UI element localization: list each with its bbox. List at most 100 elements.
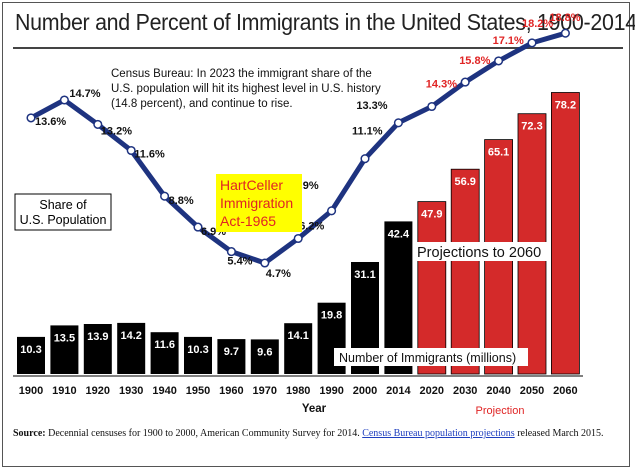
- x-tick-1910: 1910: [52, 385, 76, 397]
- bar-1960: [217, 339, 246, 374]
- bar-value-label-2040: 65.1: [488, 147, 509, 159]
- bar-2020: [417, 201, 447, 375]
- bar-2060: [551, 92, 580, 375]
- x-tick-1980: 1980: [286, 385, 310, 397]
- chart-svg: 10.3 13.5 13.9 14.2 11.6 10.3 9.7 9.6 14.1 19.8 31…: [13, 12, 583, 417]
- share-label-2014: 13.3%: [356, 100, 387, 112]
- bar-value-label-2020: 47.9: [421, 209, 442, 221]
- x-tick-1930: 1930: [119, 385, 143, 397]
- share-label-1900: 13.6%: [35, 116, 66, 128]
- chart-title: Number and Percent of Immigrants in the …: [15, 9, 635, 35]
- x-tick-1970: 1970: [253, 385, 277, 397]
- x-tick-1950: 1950: [186, 385, 210, 397]
- share-label-1920: 13.2%: [101, 125, 132, 137]
- hartceller-line-3: Act-1965: [220, 213, 276, 229]
- projections-label-bg: [414, 242, 548, 261]
- projections-label: Projections to 2060: [417, 245, 541, 261]
- share-label-1940: 8.8%: [169, 195, 194, 207]
- bar-value-label-2000: 31.1: [354, 269, 375, 281]
- bar-labels-group: 10.3 13.5 13.9 14.2 11.6 10.3 9.7 9.6 14.1 19.8 31…: [20, 100, 576, 359]
- share-point-1940: [160, 191, 170, 201]
- bar-value-label-2030: 56.9: [454, 176, 475, 188]
- census-note-line-1: Census Bureau: In 2023 the immigrant sha…: [111, 68, 372, 80]
- share-point-1930: [126, 145, 136, 156]
- share-label-line-1: Share of: [39, 198, 87, 212]
- share-label-box: [14, 193, 112, 231]
- x-tick-1940: 1940: [152, 385, 176, 397]
- share-label-1910: 14.7%: [69, 88, 100, 100]
- source-note: Source: Decennial censuses for 1900 to 2…: [13, 427, 623, 440]
- bar-value-label-1940: 11.6: [154, 339, 175, 351]
- share-line-group: 13.6%14.7%13.2%11.6%8.8%6.9%5.4%4.7%6.2%…: [26, 12, 581, 280]
- share-point-1960: [226, 247, 236, 257]
- share-label-2050: 18.2%: [522, 18, 553, 30]
- x-tick-1990: 1990: [319, 385, 343, 397]
- bar-2030: [450, 168, 480, 375]
- share-label-1960: 5.4%: [227, 256, 252, 268]
- share-label-2020: 14.3%: [426, 79, 457, 91]
- bar-value-label-2050: 72.3: [521, 121, 542, 133]
- share-label-2040: 17.1%: [493, 35, 524, 47]
- projection-label: Projection: [476, 405, 525, 417]
- share-label-line-2: U.S. Population: [20, 213, 107, 227]
- share-label-2030: 15.8%: [459, 55, 490, 67]
- x-tick-2030: 2030: [453, 385, 477, 397]
- share-point-2000: [360, 154, 370, 164]
- x-tick-2050: 2050: [520, 385, 544, 397]
- hartceller-box: [216, 174, 302, 232]
- bar-1920: [83, 324, 112, 374]
- hartceller-line-1: HartCeller: [220, 177, 283, 193]
- share-label-1980: 6.2%: [299, 221, 324, 233]
- bar-1900: [17, 336, 45, 374]
- bar-value-label-2060: 78.2: [555, 100, 576, 112]
- x-axis-label: Year: [302, 403, 327, 415]
- share-point-2014: [393, 118, 403, 128]
- x-tick-2000: 2000: [353, 385, 377, 397]
- share-label-2060: 18.8%: [549, 12, 580, 24]
- share-point-2020: [427, 101, 437, 112]
- bar-1950: [184, 336, 212, 374]
- bar-value-label-1970: 9.6: [257, 346, 272, 358]
- bar-value-label-1980: 14.1: [287, 330, 308, 342]
- share-point-2030: [460, 77, 470, 87]
- bar-value-label-1930: 14.2: [120, 330, 141, 342]
- share-label-1970: 4.7%: [266, 268, 291, 280]
- share-point-1970: [260, 258, 270, 268]
- bar-value-label-1900: 10.3: [20, 344, 41, 356]
- share-point-2050: [527, 38, 537, 48]
- x-tick-2020: 2020: [420, 385, 444, 397]
- share-point-1900: [26, 113, 36, 123]
- hartceller-line-2: Immigration: [220, 195, 293, 211]
- share-point-1920: [93, 119, 103, 129]
- x-tick-2014: 2014: [386, 385, 411, 397]
- bar-value-label-1950: 10.3: [187, 344, 208, 356]
- bar-1940: [150, 332, 179, 374]
- share-label-1930: 11.6%: [134, 149, 165, 161]
- source-suffix: released March 2015.: [517, 428, 604, 439]
- bar-1980: [284, 323, 313, 374]
- immigrants-label: Number of Immigrants (millions): [339, 351, 516, 365]
- share-point-1980: [293, 233, 303, 244]
- bar-value-label-1920: 13.9: [87, 331, 108, 343]
- x-tick-1920: 1920: [86, 385, 110, 397]
- title-rule: [13, 47, 623, 49]
- x-tick-1900: 1900: [19, 385, 43, 397]
- source-text: Decennial censuses for 1900 to 2000, Ame…: [48, 428, 360, 439]
- share-point-2060: [560, 28, 570, 38]
- share-point-1990: [327, 206, 337, 216]
- source-label: Source:: [13, 428, 46, 439]
- bar-1970: [250, 339, 279, 374]
- share-point-1950: [193, 222, 203, 232]
- source-link[interactable]: Census Bureau population projections: [362, 428, 515, 439]
- share-label-2000: 11.1%: [352, 126, 383, 138]
- x-tick-2040: 2040: [486, 385, 510, 397]
- bar-1910: [50, 325, 79, 374]
- bar-value-label-2014: 42.4: [388, 228, 410, 240]
- share-point-2040: [494, 56, 504, 66]
- share-point-1910: [59, 95, 69, 105]
- bar-value-label-1990: 19.8: [321, 310, 342, 322]
- immigrants-label-bg: [334, 348, 528, 366]
- x-tick-2060: 2060: [553, 385, 577, 397]
- x-ticks-group: 1900 1910 1920 1930 1940 1950 1960 1970 1980 1990…: [19, 385, 578, 397]
